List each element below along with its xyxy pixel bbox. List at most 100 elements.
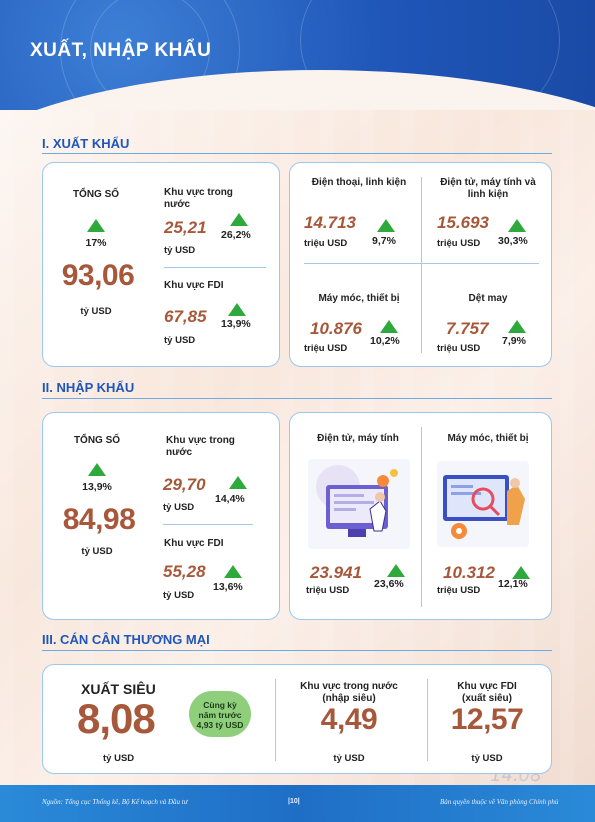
up-arrow-icon xyxy=(387,564,405,577)
divider xyxy=(421,177,422,353)
export-fdi-value: 67,85 xyxy=(164,307,207,326)
export-fdi-label: Khu vực FDI xyxy=(164,280,224,291)
same-period-line: Cùng kỳ xyxy=(203,700,237,710)
export-product-label: Điện tử, máy tính và linh kiện xyxy=(440,177,536,200)
trade-balance-card: XUẤT SIÊU 8,08 tỷ USD Cùng kỳ năm trước … xyxy=(42,664,552,774)
import-domestic-unit: tỷ USD xyxy=(163,502,195,513)
export-product-value: 7.757 xyxy=(446,319,489,338)
up-arrow-icon xyxy=(508,219,526,232)
computer-illustration xyxy=(308,459,410,549)
export-fdi-unit: tỷ USD xyxy=(164,335,196,346)
divider xyxy=(164,267,266,268)
source-note: Nguồn: Tổng cục Thống kê, Bộ Kế hoạch và… xyxy=(42,798,188,806)
divider xyxy=(163,524,253,525)
import-products-card: Điện tử, máy tính 23.941 triệu USD 23,6%… xyxy=(289,412,552,620)
up-arrow-icon xyxy=(229,476,247,489)
import-product-value: 10.312 xyxy=(443,563,495,582)
up-arrow-icon xyxy=(377,219,395,232)
up-arrow-icon xyxy=(224,565,242,578)
export-product-label: Dệt may xyxy=(468,293,508,304)
export-product-label: Điện thoại, linh kiện xyxy=(311,177,407,188)
up-arrow-icon xyxy=(380,320,398,333)
trade-fdi-label-line: Khu vực FDI xyxy=(457,681,517,692)
trade-domestic-label-line: Khu vực trong nước xyxy=(300,681,398,692)
trade-domestic-value: 4,49 xyxy=(320,703,378,736)
page-title: XUẤT, NHẬP KHẨU xyxy=(30,40,212,61)
machinery-illustration xyxy=(437,461,529,547)
section-divider xyxy=(42,153,552,154)
same-period-badge: Cùng kỳ năm trước 4,93 tỷ USD xyxy=(189,691,251,737)
up-arrow-icon xyxy=(88,463,106,476)
import-total-change: 13,9% xyxy=(82,481,112,493)
export-product-value: 14.713 xyxy=(304,213,356,232)
export-section-title: I. XUẤT KHẨU xyxy=(42,136,130,151)
divider xyxy=(421,427,422,607)
same-period-value: 4,93 tỷ USD xyxy=(196,720,244,730)
trade-domestic-label-line: (nhập siêu) xyxy=(322,693,376,704)
export-total-change: 17% xyxy=(85,237,107,249)
import-product-change: 12,1% xyxy=(498,578,528,590)
import-domestic-change: 14,4% xyxy=(215,493,245,505)
surplus-label: XUẤT SIÊU xyxy=(81,681,156,697)
export-product-unit: triệu USD xyxy=(304,238,348,249)
up-arrow-icon xyxy=(508,320,526,333)
up-arrow-icon xyxy=(512,566,530,579)
export-summary-card: TỔNG SỐ 17% 93,06 tỷ USD Khu vực trong n… xyxy=(42,162,280,367)
trade-fdi-unit: tỷ USD xyxy=(471,753,503,764)
trade-balance-section-title: III. CÁN CÂN THƯƠNG MẠI xyxy=(42,632,210,647)
export-domestic-label: Khu vực trong nước xyxy=(164,187,233,210)
surplus-value: 8,08 xyxy=(77,695,156,742)
export-domestic-unit: tỷ USD xyxy=(164,245,196,256)
trade-domestic-label: Khu vực trong nước (nhập siêu) xyxy=(287,681,411,705)
import-product-value: 23.941 xyxy=(310,563,362,582)
import-product-label: Máy móc, thiết bị xyxy=(447,433,529,444)
export-product-change: 7,9% xyxy=(502,335,526,347)
import-product-change: 23,6% xyxy=(374,578,404,590)
trade-fdi-label: Khu vực FDI (xuất siêu) xyxy=(431,681,543,705)
trade-domestic-unit: tỷ USD xyxy=(333,753,365,764)
export-product-change: 30,3% xyxy=(498,235,528,247)
export-product-value: 10.876 xyxy=(310,319,362,338)
surplus-unit: tỷ USD xyxy=(103,753,135,764)
copyright-note: Bản quyền thuộc về Văn phòng Chính phủ xyxy=(440,798,559,806)
export-total-label: TỔNG SỐ xyxy=(72,189,120,200)
up-arrow-icon xyxy=(87,219,105,232)
import-product-label: Điện tử, máy tính xyxy=(317,433,399,444)
import-total-value: 84,98 xyxy=(62,503,136,536)
import-product-unit: triệu USD xyxy=(437,585,481,596)
drum-pattern xyxy=(60,0,240,110)
section-divider xyxy=(42,398,552,399)
import-product-unit: triệu USD xyxy=(306,585,350,596)
page-footer: Nguồn: Tổng cục Thống kê, Bộ Kế hoạch và… xyxy=(0,785,595,822)
import-fdi-label: Khu vực FDI xyxy=(164,538,224,549)
import-total-unit: tỷ USD xyxy=(81,546,113,557)
page-header: XUẤT, NHẬP KHẨU xyxy=(0,0,595,110)
divider xyxy=(427,679,428,761)
export-product-unit: triệu USD xyxy=(437,238,481,249)
divider xyxy=(304,263,539,264)
export-product-change: 10,2% xyxy=(370,335,400,347)
import-domestic-label: Khu vực trong nước xyxy=(166,435,235,458)
import-total-label: TỔNG SỐ xyxy=(73,435,121,446)
page-number: |10| xyxy=(288,798,300,805)
trade-fdi-value: 12,57 xyxy=(450,703,524,736)
import-fdi-value: 55,28 xyxy=(163,562,206,581)
export-product-label: Máy móc, thiết bị xyxy=(318,293,400,304)
import-domestic-value: 29,70 xyxy=(163,475,206,494)
up-arrow-icon xyxy=(228,303,246,316)
divider xyxy=(275,679,276,761)
export-product-unit: triệu USD xyxy=(437,343,481,354)
export-total-value: 93,06 xyxy=(61,259,135,292)
import-summary-card: TỔNG SỐ 13,9% 84,98 tỷ USD Khu vực trong… xyxy=(42,412,280,620)
import-section-title: II. NHẬP KHẨU xyxy=(42,380,135,395)
export-domestic-change: 26,2% xyxy=(221,229,251,241)
export-product-change: 9,7% xyxy=(372,235,396,247)
same-period-line: năm trước xyxy=(198,710,242,720)
up-arrow-icon xyxy=(230,213,248,226)
export-products-card: Điện thoại, linh kiện 14.713 triệu USD 9… xyxy=(289,162,552,367)
export-product-unit: triệu USD xyxy=(304,343,348,354)
import-fdi-unit: tỷ USD xyxy=(163,590,195,601)
export-total-unit: tỷ USD xyxy=(80,306,112,317)
export-product-value: 15.693 xyxy=(437,213,489,232)
import-fdi-change: 13,6% xyxy=(213,581,243,593)
